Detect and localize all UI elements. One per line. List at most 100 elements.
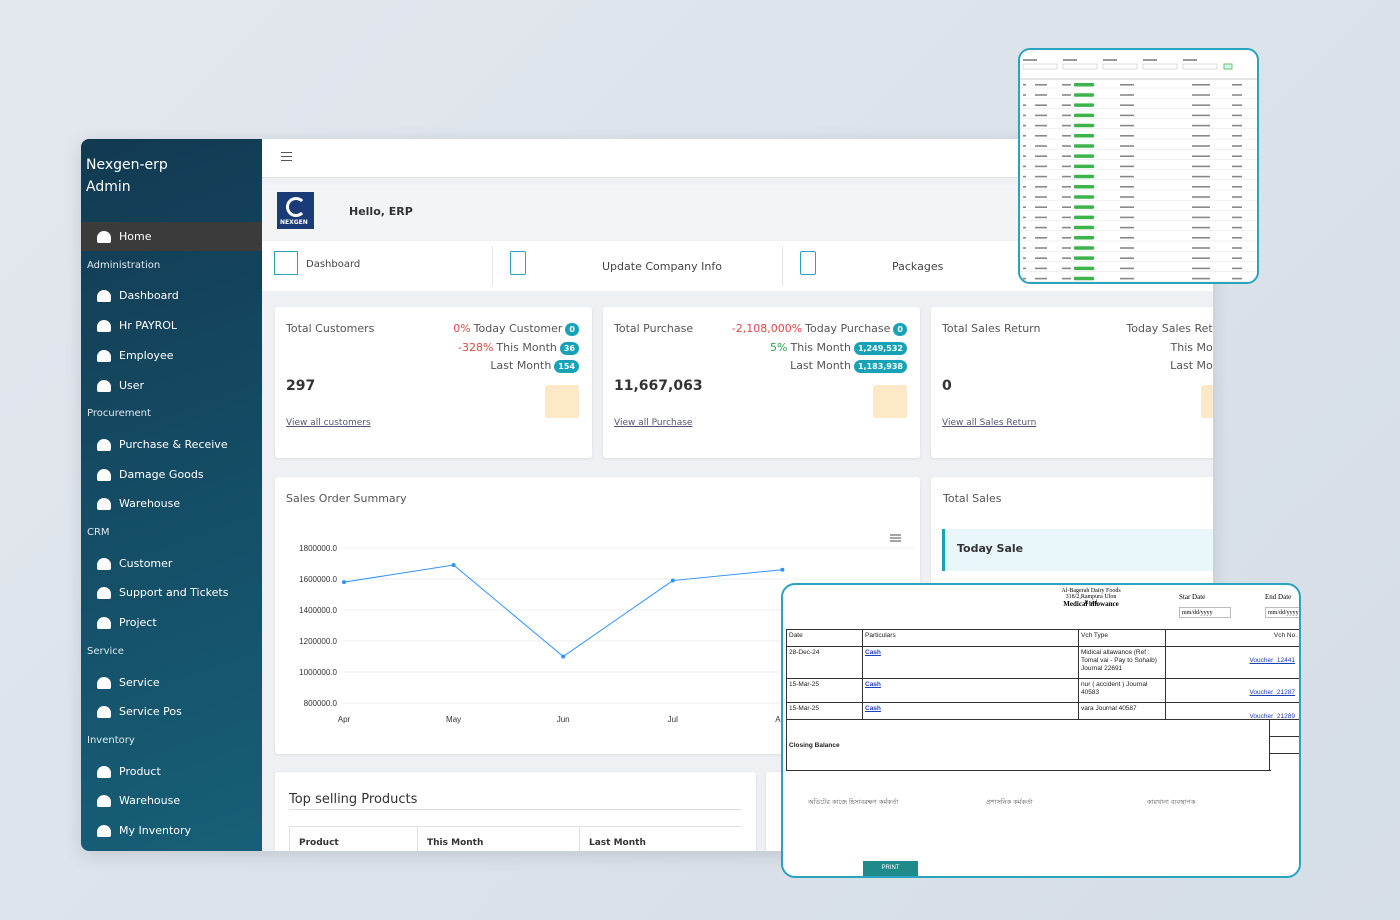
preview-shape	[1192, 186, 1210, 188]
stat-row: Last Month 154	[487, 359, 579, 373]
menu-item[interactable]: User	[119, 378, 145, 392]
preview-shape	[1192, 267, 1210, 270]
menu-item[interactable]: Customer	[119, 556, 173, 570]
preview-shape	[1192, 145, 1210, 147]
preview-shape	[1023, 257, 1026, 259]
stat-row: 5% This Month 1,249,532	[770, 340, 907, 355]
tab[interactable]: Packages	[892, 260, 944, 273]
card-link[interactable]: View all Purchase	[614, 418, 693, 428]
voucher-cell: nur ( accident ) Journal 40583	[1078, 678, 1165, 702]
menu-item[interactable]: Service	[119, 675, 160, 689]
start-label: Star Date	[1179, 593, 1206, 601]
menu-item[interactable]: Warehouse	[119, 794, 181, 808]
preview-shape	[1023, 216, 1026, 219]
menu-heading: Inventory	[87, 734, 135, 746]
menu-icon	[97, 676, 111, 689]
preview-shape	[1035, 124, 1047, 127]
preview-shape	[1062, 84, 1071, 86]
today-sale: Today Sale	[957, 542, 1024, 555]
preview-shape	[1074, 195, 1094, 199]
menu-item[interactable]: Hr PAYROL	[119, 319, 178, 333]
doc-icon	[800, 251, 816, 275]
preview-shape	[1035, 94, 1047, 96]
closing-cell	[1269, 753, 1299, 770]
preview-shape	[1232, 277, 1242, 280]
preview-shape	[1192, 94, 1210, 96]
address: 318/2,Rampura Ulon Road	[1065, 594, 1117, 606]
preview-shape	[1023, 59, 1037, 61]
menu-icon	[97, 557, 111, 570]
data-point	[342, 580, 346, 585]
menu-icon	[97, 438, 111, 451]
tab-divider	[492, 246, 493, 286]
menu-item[interactable]: Product	[119, 764, 161, 778]
menu-item[interactable]: My Inventory	[119, 824, 192, 837]
tab[interactable]: Update Company Info	[602, 260, 722, 273]
preview-shape	[1074, 154, 1094, 158]
end-label: End Date	[1265, 593, 1292, 601]
preview-shape	[1120, 165, 1134, 168]
menu-item[interactable]: Warehouse	[119, 497, 181, 511]
stat-label: Last Month	[790, 359, 851, 372]
preview-shape	[1192, 104, 1210, 106]
greeting: Hello, ERP	[349, 205, 413, 218]
voucher-cell: Voucher_12441	[1165, 646, 1299, 678]
y-tick-label: 1800000.0	[299, 544, 337, 553]
card-link[interactable]: View all Sales Return	[942, 418, 1037, 428]
preview-shape	[1120, 94, 1134, 96]
preview-shape	[1120, 257, 1134, 259]
menu-item[interactable]: Dashboard	[119, 289, 179, 303]
stat-pct: 5%	[770, 340, 788, 354]
preview-shape	[1232, 206, 1242, 208]
menu-toggle[interactable]	[281, 152, 292, 161]
preview-shape	[1183, 59, 1197, 61]
preview-shape	[1232, 145, 1242, 147]
preview-shape	[1074, 236, 1094, 240]
preview-shape	[1074, 205, 1094, 209]
closing-cell	[1269, 736, 1299, 753]
y-tick-label: 1000000.0	[299, 668, 337, 677]
y-tick-label: 1200000.0	[299, 637, 337, 646]
preview-shape	[1023, 84, 1026, 86]
stat-card: Total Purchase -2,108,000% Today Purchase 0…	[603, 307, 920, 458]
card-title: Total Customers	[286, 322, 375, 335]
preview-shape	[1192, 196, 1210, 198]
active-item-bg	[81, 222, 262, 251]
print-button[interactable]: PRINT	[863, 861, 918, 876]
voucher-cell: vara Journal 40587	[1078, 702, 1165, 719]
menu-icon	[97, 349, 111, 362]
card-link[interactable]: View all customers	[286, 418, 371, 428]
preview-shape	[1192, 84, 1210, 86]
preview-shape	[1120, 196, 1134, 198]
menu-icon	[97, 498, 111, 511]
end-date[interactable]: mm/dd/yyyy	[1265, 607, 1299, 618]
preview-shape	[1223, 63, 1233, 70]
voucher-cell: Cash	[862, 678, 1078, 702]
preview-shape	[1074, 276, 1094, 281]
preview-shape	[1062, 267, 1071, 270]
preview-shape	[1035, 145, 1047, 147]
stat-label: Today Sales Return	[1126, 322, 1213, 335]
menu-item[interactable]: Support and Tickets	[119, 586, 229, 600]
data-point	[670, 578, 675, 583]
preview-shape	[1023, 237, 1026, 239]
menu-item[interactable]: Purchase & Receive	[119, 437, 228, 451]
menu-item[interactable]: Employee	[119, 348, 174, 362]
preview-shape	[1102, 63, 1138, 70]
card-title: Total Sales	[943, 492, 1002, 505]
menu-heading: CRM	[87, 527, 110, 538]
preview-shape	[1035, 206, 1047, 208]
stat-badge: 1,183,938	[853, 360, 907, 373]
tab[interactable]: Dashboard	[306, 259, 361, 270]
preview-shape	[1035, 155, 1047, 157]
start-date[interactable]: mm/dd/yyyy	[1179, 607, 1231, 618]
menu-item[interactable]: Home	[119, 230, 152, 243]
menu-icon	[97, 379, 111, 392]
menu-item[interactable]: Service Pos	[119, 705, 182, 719]
preview-shape	[1035, 237, 1047, 239]
preview-shape	[1074, 123, 1094, 128]
menu-item[interactable]: Damage Goods	[119, 467, 204, 481]
menu-item[interactable]: Project	[119, 616, 157, 630]
voucher-cell: Cash	[862, 702, 1078, 719]
preview-shape	[1120, 277, 1134, 280]
